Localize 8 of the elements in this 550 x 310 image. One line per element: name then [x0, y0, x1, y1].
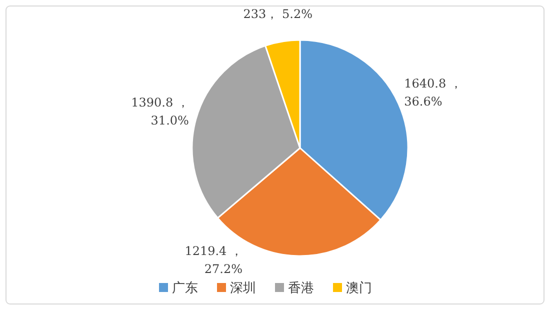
- legend-label: 深圳: [230, 281, 256, 296]
- data-label: 1390.8 ， 31.0%: [131, 96, 189, 128]
- data-label: 1219.4 ， 27.2%: [184, 244, 243, 276]
- legend-label: 香港: [288, 281, 314, 296]
- legend-label: 广东: [172, 281, 198, 296]
- data-label: 233， 5.2%: [243, 6, 313, 21]
- legend-label: 澳门: [346, 280, 372, 296]
- data-label: 1640.8 ， 36.6%: [404, 76, 462, 108]
